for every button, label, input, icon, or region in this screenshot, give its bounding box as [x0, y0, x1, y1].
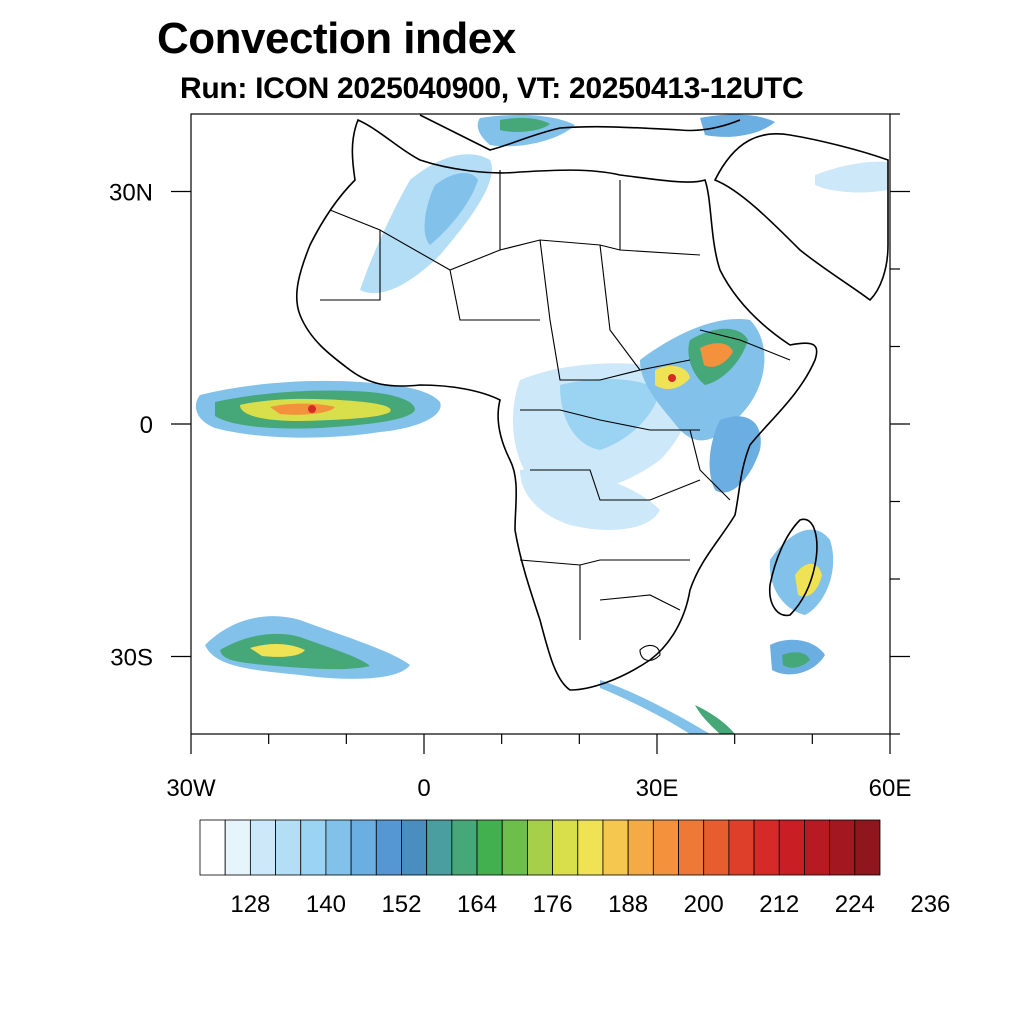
- colorbar-swatch: [829, 819, 856, 876]
- convection-madagascar-core: [795, 563, 822, 597]
- colorbar-swatch: [375, 819, 402, 876]
- colorbar-swatch: [577, 819, 604, 876]
- border-segment: [519, 559, 690, 566]
- europe-coastline: [419, 114, 741, 151]
- colorbar-swatch: [501, 819, 528, 876]
- colorbar-swatch: [602, 819, 629, 876]
- colorbar-swatch: [224, 819, 251, 876]
- chart-title: Convection index: [157, 14, 516, 63]
- convection-lake-spot: [668, 374, 676, 382]
- colorbar-swatch: [728, 819, 755, 876]
- colorbar-swatch: [753, 819, 780, 876]
- convection-ethiopia-hot: [700, 343, 733, 367]
- chart-subtitle: Run: ICON 2025040900, VT: 20250413-12UTC: [180, 72, 804, 105]
- convection-mozambique-streak: [695, 705, 735, 734]
- colorbar-label: 236: [910, 891, 950, 918]
- colorbar-label: 224: [835, 891, 875, 918]
- colorbar-swatch: [854, 819, 881, 876]
- madagascar-coastline: [768, 518, 818, 617]
- lon-tick-label: 0: [417, 775, 430, 802]
- arabia-coastline: [713, 133, 889, 302]
- colorbar-label: 128: [230, 891, 270, 918]
- colorbar-swatch: [627, 819, 654, 876]
- colorbar-swatch: [401, 819, 428, 876]
- map-field: [195, 114, 889, 734]
- colorbar-label: 212: [759, 891, 799, 918]
- lon-tick-label: 60E: [869, 775, 912, 802]
- colorbar-label: 176: [533, 891, 573, 918]
- border-segment: [530, 469, 701, 501]
- colorbar-swatch: [678, 819, 705, 876]
- colorbar-swatch: [325, 819, 352, 876]
- axis-tick-labels: 30W 0 30E 60E 30N 0 30S: [109, 180, 911, 803]
- convection-kenya-coast: [709, 416, 761, 493]
- colorbar-swatch: [350, 819, 377, 876]
- colorbar-swatch: [527, 819, 553, 876]
- colorbar-label: 164: [457, 891, 497, 918]
- colorbar-swatch: [249, 819, 276, 876]
- border-segment: [599, 594, 681, 611]
- convection-ne: [700, 114, 775, 137]
- border-segment: [689, 429, 731, 501]
- border-segment: [599, 244, 691, 371]
- convection-sahara-inner: [424, 173, 478, 245]
- lat-tick-label: 0: [140, 412, 153, 439]
- axis-ticks: [171, 113, 910, 754]
- convection-arabia: [815, 161, 888, 193]
- convection-med-core: [500, 117, 550, 132]
- convection-atlantic-spot: [308, 405, 316, 413]
- border-segment: [520, 409, 700, 431]
- colorbar-label: 188: [608, 891, 648, 918]
- colorbar-swatch: [778, 819, 805, 876]
- border-segment: [699, 329, 791, 361]
- colorbar-swatch: [652, 819, 679, 876]
- colorbar-swatch: [804, 819, 831, 876]
- convection-cape-streak: [600, 680, 710, 734]
- convection-atlantic-peak: [270, 403, 335, 415]
- border-segment: [539, 239, 641, 381]
- colorbar-swatch: [426, 819, 453, 876]
- convection-field: [195, 114, 888, 734]
- convection-indian-south-core: [782, 652, 810, 668]
- border-segment: [639, 644, 661, 661]
- colorbar-swatch: [703, 819, 730, 876]
- convection-south-atlantic-hot: [250, 644, 305, 657]
- convection-southern-africa: [520, 469, 660, 530]
- colorbar-label: 152: [381, 891, 421, 918]
- lat-tick-label: 30S: [110, 645, 153, 672]
- colorbar-label: 200: [684, 891, 724, 918]
- colorbar-swatch: [552, 819, 579, 876]
- colorbar-swatch: [275, 819, 302, 876]
- colorbar-swatch: [451, 819, 478, 876]
- lat-tick-label: 30N: [109, 180, 153, 207]
- border-segment: [449, 269, 540, 321]
- colorbar: 128 140 152 164 176 188 200 212 224 236: [199, 819, 950, 918]
- colorbar-swatch: [476, 819, 503, 876]
- country-borders: [320, 170, 791, 661]
- lon-tick-label: 30E: [636, 775, 679, 802]
- colorbar-label: 140: [306, 891, 346, 918]
- colorbar-swatch: [199, 819, 226, 876]
- lon-tick-label: 30W: [166, 775, 216, 802]
- coastlines: [296, 114, 889, 691]
- colorbar-swatch: [300, 819, 327, 876]
- convection-congo-inner: [560, 378, 660, 450]
- africa-coastline: [296, 118, 818, 691]
- border-segment: [320, 209, 381, 301]
